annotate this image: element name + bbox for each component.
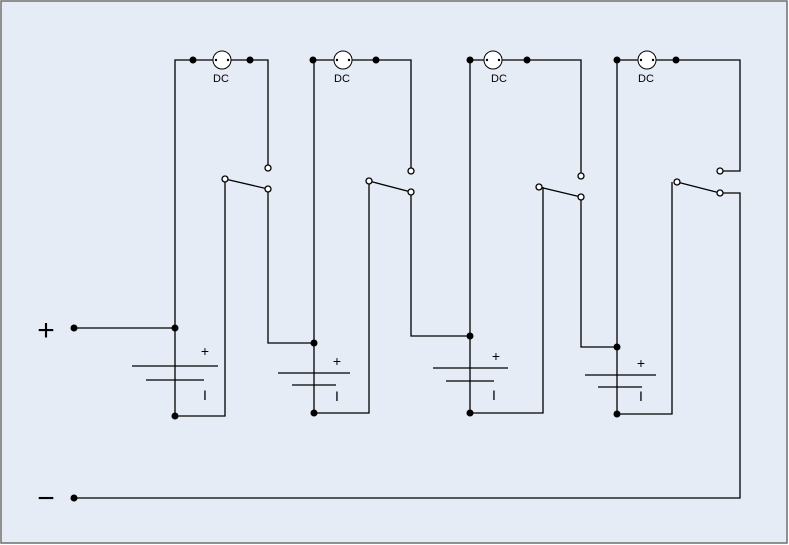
stage-4: DC + I [585,50,741,418]
stage-2-battery-plus: + [333,353,341,369]
stage-4-lamp: DC [637,50,657,85]
stage-3-lamp-label: DC [491,73,507,85]
stage-2-nodes [309,56,415,417]
supply-wires [74,192,741,499]
stage-4-battery-minus: I [639,388,643,404]
stage-1-lamp: DC [193,50,250,85]
stage-2-wiring [278,59,470,414]
stage-1-lamp-label: DC [213,73,229,85]
negative-terminal-node [70,494,78,502]
stage-4-lamp-label: DC [638,73,654,85]
stage-3-battery-minus: I [492,387,496,403]
stage-1-wiring [132,59,314,417]
stage-2: DC + I [278,50,470,417]
stage-1-nodes [171,56,272,420]
stage-4-battery-plus: + [637,355,645,371]
stage-2-lamp: DC [333,50,376,85]
stage-2-battery-minus: I [335,388,339,404]
positive-terminal-node [70,324,78,332]
positive-terminal-label: + [37,314,55,347]
stage-3: DC + I [433,50,617,417]
stage-2-lamp-label: DC [334,73,350,85]
stage-4-nodes [613,56,724,418]
stage-3-lamp: DC [483,50,507,85]
stage-3-battery-plus: + [492,348,500,364]
stage-1-battery-minus: I [203,387,207,403]
stage-1-battery-plus: + [201,343,209,359]
stage-3-nodes [466,56,585,417]
stage-1: DC + I [132,50,314,420]
negative-terminal-label: − [37,482,55,515]
